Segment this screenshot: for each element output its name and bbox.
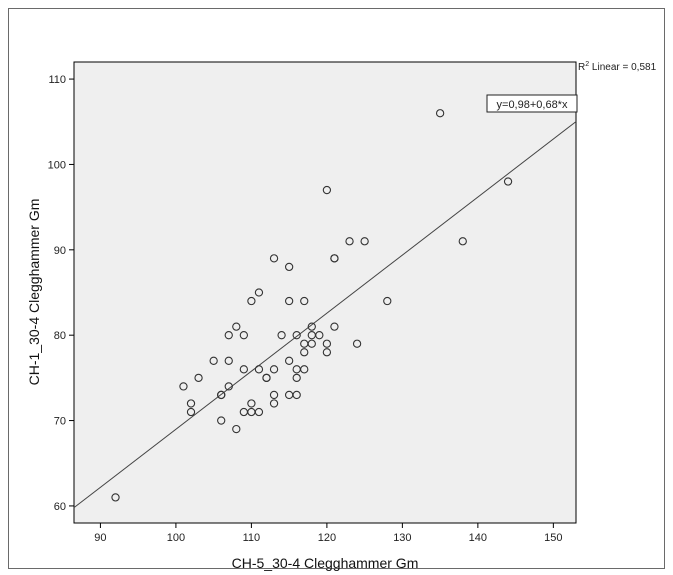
r2-prefix: R bbox=[578, 62, 585, 73]
data-point bbox=[186, 399, 196, 408]
data-point bbox=[209, 356, 218, 365]
data-point bbox=[224, 382, 233, 391]
data-point bbox=[247, 399, 256, 408]
data-point bbox=[254, 365, 264, 374]
data-point bbox=[360, 237, 369, 246]
equation-label-box: y=0,98+0,68*x bbox=[486, 94, 578, 113]
data-point bbox=[217, 390, 226, 400]
data-point bbox=[284, 262, 294, 272]
y-tick-label: 110 bbox=[48, 74, 66, 86]
y-tick-label: 70 bbox=[54, 416, 66, 428]
data-point bbox=[345, 237, 354, 246]
x-axis-label: CH-5_30-4 Clegghammer Gm bbox=[232, 555, 419, 571]
data-point bbox=[300, 365, 309, 374]
y-tick-label: 60 bbox=[54, 501, 66, 513]
data-point bbox=[224, 356, 233, 365]
data-point bbox=[232, 424, 241, 434]
y-tick-label: 90 bbox=[54, 245, 66, 257]
data-point bbox=[352, 339, 362, 348]
fit-line bbox=[73, 121, 577, 509]
data-point bbox=[322, 348, 332, 357]
data-point bbox=[503, 177, 513, 186]
data-point bbox=[383, 296, 392, 306]
data-point bbox=[292, 390, 301, 400]
data-point bbox=[269, 399, 279, 408]
data-point bbox=[269, 254, 279, 263]
r2-label: R2 Linear = 0,581 bbox=[578, 61, 657, 73]
x-tick-label: 120 bbox=[318, 532, 336, 544]
y-tick-label: 100 bbox=[48, 159, 66, 171]
data-point bbox=[239, 365, 248, 374]
data-point bbox=[217, 416, 226, 425]
data-point bbox=[330, 254, 339, 263]
data-point bbox=[330, 322, 339, 331]
r2-superscript: 2 bbox=[585, 61, 589, 68]
data-point bbox=[307, 322, 316, 331]
data-point bbox=[232, 322, 241, 331]
x-tick-label: 140 bbox=[469, 532, 487, 544]
data-point bbox=[315, 331, 324, 340]
x-tick-label: 150 bbox=[544, 532, 562, 544]
x-tick-label: 130 bbox=[393, 532, 411, 544]
data-point bbox=[262, 373, 271, 383]
data-point bbox=[247, 296, 256, 306]
x-tick-label: 100 bbox=[167, 532, 185, 544]
data-point bbox=[292, 331, 301, 340]
r2-text: Linear = 0,581 bbox=[589, 62, 656, 73]
plot-area bbox=[73, 61, 577, 524]
data-point bbox=[194, 373, 203, 383]
data-point bbox=[284, 356, 294, 365]
data-point bbox=[322, 185, 332, 195]
data-point bbox=[284, 296, 294, 306]
data-point bbox=[435, 109, 445, 118]
x-tick-label: 90 bbox=[94, 532, 106, 544]
data-point bbox=[292, 373, 301, 383]
data-point bbox=[254, 288, 264, 297]
data-point bbox=[269, 390, 279, 400]
equation-label: y=0,98+0,68*x bbox=[497, 99, 568, 111]
data-point bbox=[458, 237, 467, 246]
data-point bbox=[254, 407, 264, 417]
data-point bbox=[111, 493, 120, 502]
data-point bbox=[307, 339, 316, 348]
data-point bbox=[269, 365, 279, 374]
y-axis-label: CH-1_30-4 Clegghammer Gm bbox=[26, 199, 42, 386]
y-tick-label: 80 bbox=[54, 330, 66, 342]
data-point bbox=[300, 348, 309, 357]
data-point bbox=[300, 296, 309, 306]
data-point bbox=[224, 331, 233, 340]
data-point bbox=[186, 407, 196, 417]
data-point bbox=[322, 339, 332, 348]
x-tick-label: 110 bbox=[243, 532, 261, 544]
data-point bbox=[277, 331, 286, 340]
data-point bbox=[179, 382, 188, 391]
data-point bbox=[239, 331, 248, 340]
